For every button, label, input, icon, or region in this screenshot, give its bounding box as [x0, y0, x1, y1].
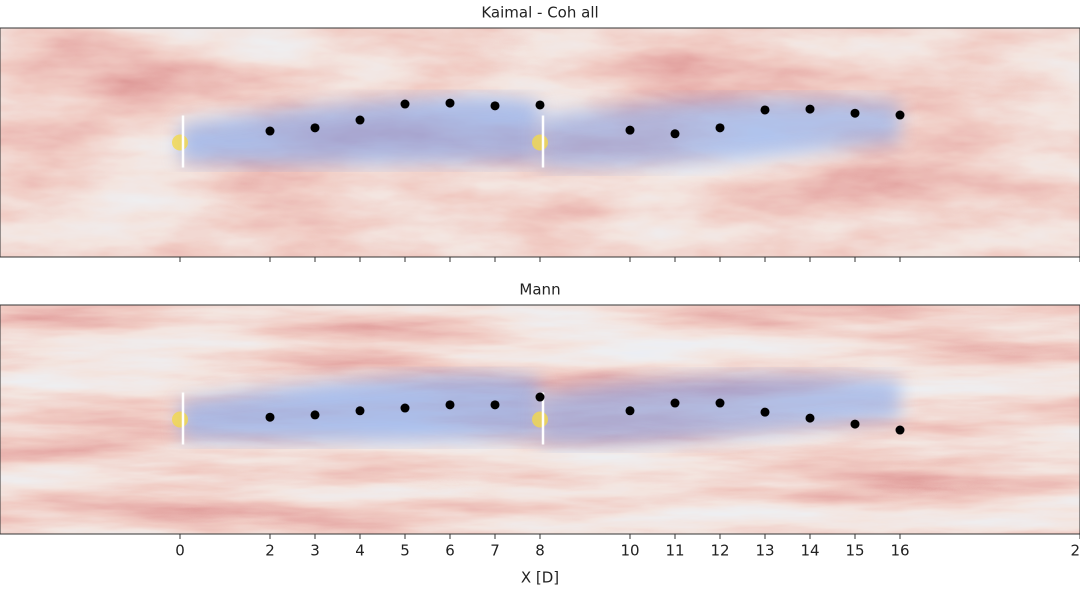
wake-center-point [805, 104, 815, 114]
wake-center-point [355, 115, 365, 125]
wake-center-point [445, 98, 455, 108]
x-tick-label: 13 [755, 542, 774, 560]
wake-center-point [715, 398, 725, 408]
wake [540, 374, 900, 446]
x-tick-label: 15 [845, 542, 864, 560]
x-axis-label: X [D] [521, 569, 559, 587]
wake-center-point [670, 129, 680, 139]
wake-center-point [400, 403, 410, 413]
x-tick-label: 5 [400, 542, 410, 560]
x-tick-label: 4 [355, 542, 365, 560]
wake-center-point [895, 110, 905, 120]
x-tick-label: 16 [890, 542, 909, 560]
wake-center-point [670, 398, 680, 408]
wake-center-point [805, 413, 815, 423]
x-tick-label: 12 [710, 542, 729, 560]
wake-center-point [625, 125, 635, 135]
wake-center-point [400, 99, 410, 109]
wake-center-point [265, 126, 275, 136]
subplot-title: Kaimal - Coh all [481, 4, 598, 22]
wake-center-point [850, 108, 860, 118]
wake-center-point [490, 101, 500, 111]
wake-center-point [625, 406, 635, 416]
x-tick-label: 2 [265, 542, 275, 560]
wake-center-point [760, 407, 770, 417]
wake [180, 96, 540, 165]
wake-center-point [715, 123, 725, 133]
wake-center-point [850, 419, 860, 429]
wake-center-point [265, 412, 275, 422]
wake-center-point [535, 392, 545, 402]
wake-center-point [310, 410, 320, 420]
wake-center-point [490, 400, 500, 410]
x-tick-label: 11 [665, 542, 684, 560]
x-tick-label: 0 [175, 542, 185, 560]
x-tick-label: 8 [535, 542, 545, 560]
x-tick-label: 14 [800, 542, 819, 560]
wake [540, 97, 900, 169]
x-tick-label: 6 [445, 542, 455, 560]
turbine-hub [172, 134, 188, 151]
x-tick-label: 3 [310, 542, 320, 560]
subplot-title: Mann [519, 281, 560, 299]
x-tick-label: 7 [490, 542, 500, 560]
x-tick-label: 20 [1070, 542, 1080, 560]
wake-center-point [535, 100, 545, 110]
wake-center-point [895, 425, 905, 435]
wake-center-point [760, 105, 770, 115]
x-tick-label: 10 [620, 542, 639, 560]
turbine-hub [532, 411, 548, 428]
wake-center-point [355, 406, 365, 416]
wake-center-point [445, 400, 455, 410]
turbine-hub [172, 411, 188, 428]
wake-center-point [310, 123, 320, 133]
turbine-hub [532, 134, 548, 151]
